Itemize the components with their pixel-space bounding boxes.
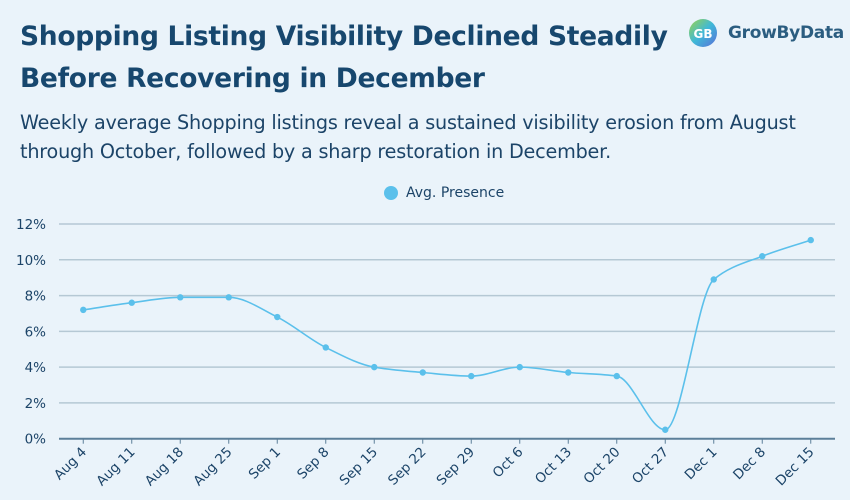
data-point: [759, 253, 766, 260]
x-tick-label: Dec 1: [682, 444, 721, 483]
y-tick-label: 10%: [16, 253, 46, 269]
svg-text:GB: GB: [694, 27, 713, 41]
chart-title: Shopping Listing Visibility Declined Ste…: [20, 21, 668, 94]
x-tick-label: Oct 27: [629, 444, 672, 487]
y-tick-label: 12%: [16, 217, 46, 233]
legend-label: Avg. Presence: [406, 185, 505, 201]
x-tick-label: Sep 8: [294, 444, 332, 482]
data-point: [516, 363, 523, 371]
data-point: [662, 426, 669, 433]
data-point: [710, 276, 717, 283]
data-point: [128, 299, 135, 306]
data-point: [225, 294, 232, 301]
x-tick-label: Aug 18: [142, 444, 187, 489]
y-tick-label: 4%: [25, 360, 47, 376]
chart-subtitle: Weekly average Shopping listings reveal …: [20, 111, 796, 163]
growbydata-logo: GB GrowByData: [688, 18, 844, 48]
y-tick-label: 0%: [25, 432, 47, 448]
logo-text: GrowByData: [728, 23, 844, 43]
y-tick-label: 2%: [25, 396, 47, 412]
x-tick-label: Aug 25: [190, 444, 235, 489]
y-tick-label: 6%: [25, 324, 47, 340]
data-point: [80, 306, 87, 314]
x-tick-label: Oct 20: [581, 444, 624, 487]
data-point: [274, 313, 281, 321]
x-tick-label: Sep 22: [385, 444, 429, 488]
x-tick-label: Sep 1: [246, 444, 284, 482]
data-point: [565, 369, 572, 376]
x-tick-label: Dec 15: [773, 444, 818, 489]
legend: Avg. Presence: [384, 185, 504, 201]
x-tick-label: Oct 13: [532, 444, 575, 487]
data-point: [419, 369, 426, 376]
series-line: [83, 239, 812, 431]
data-point: [177, 294, 184, 301]
data-point: [613, 372, 620, 380]
data-point: [371, 363, 378, 371]
x-tick-label: Oct 6: [490, 444, 527, 481]
x-tick-label: Aug 4: [51, 444, 90, 483]
x-tick-label: Sep 15: [337, 444, 381, 488]
data-point: [468, 372, 475, 380]
legend-marker: [384, 186, 398, 200]
x-tick-label: Dec 8: [730, 444, 769, 483]
y-tick-label: 8%: [25, 289, 47, 305]
logo-mark-icon: GB: [689, 19, 717, 47]
x-tick-label: Sep 29: [434, 444, 478, 488]
x-tick-label: Aug 11: [93, 444, 138, 489]
data-point: [807, 236, 814, 244]
data-point: [322, 344, 329, 351]
